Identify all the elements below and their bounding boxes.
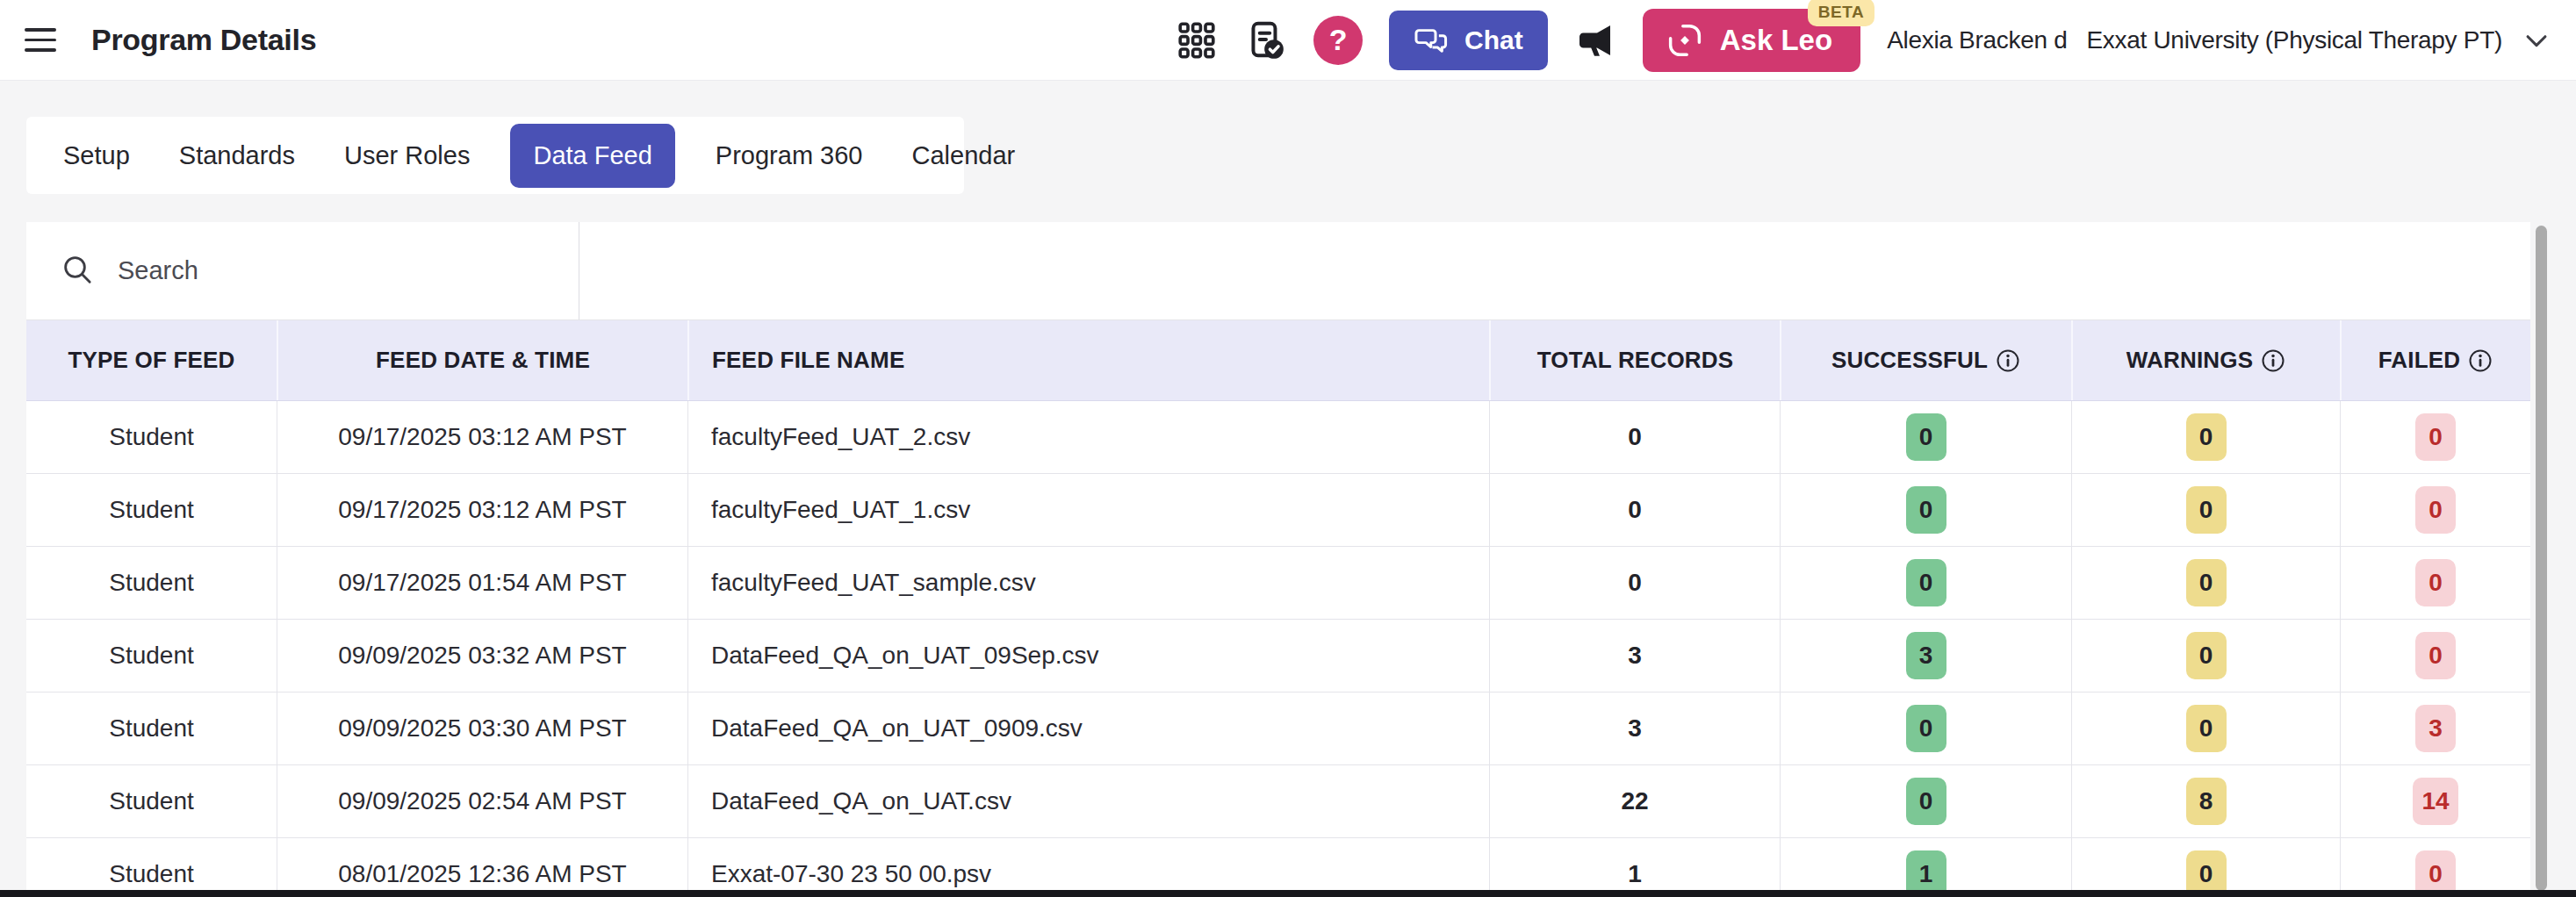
cell-feed-date-time: 09/17/2025 03:12 AM PST	[277, 401, 687, 473]
cell-feed-date-time: 09/09/2025 02:54 AM PST	[277, 765, 687, 837]
cell-feed-file-name: DataFeed_QA_on_UAT_09Sep.csv	[687, 620, 1489, 692]
cell-total-records: 3	[1489, 620, 1780, 692]
program-tabs: Setup Standards User Roles Data Feed Pro…	[26, 117, 964, 194]
cell-type-of-feed: Student	[26, 692, 277, 764]
failed-badge: 0	[2415, 559, 2456, 606]
app-header: Program Details ?	[0, 0, 2576, 81]
successful-badge: 0	[1906, 778, 1946, 825]
column-header-feed-file-name: FEED FILE NAME	[687, 320, 1489, 400]
cell-type-of-feed: Student	[26, 474, 277, 546]
cell-type-of-feed: Student	[26, 838, 277, 897]
warnings-badge: 0	[2186, 632, 2227, 679]
warnings-badge: 0	[2186, 413, 2227, 461]
tab-setup[interactable]: Setup	[54, 124, 139, 188]
help-glyph: ?	[1329, 23, 1348, 57]
cell-feed-file-name: facultyFeed_UAT_1.csv	[687, 474, 1489, 546]
column-header-failed: FAILED	[2340, 320, 2530, 400]
megaphone-icon[interactable]	[1574, 19, 1616, 61]
column-header-feed-date-time: FEED DATE & TIME	[277, 320, 687, 400]
ask-leo-button[interactable]: Ask Leo BETA	[1643, 9, 1860, 72]
cell-feed-file-name: DataFeed_QA_on_UAT.csv	[687, 765, 1489, 837]
tab-user-roles[interactable]: User Roles	[335, 124, 479, 188]
warnings-badge: 0	[2186, 705, 2227, 752]
cell-total-records: 1	[1489, 838, 1780, 897]
cell-feed-file-name: Exxat-07-30 23 50 00.psv	[687, 838, 1489, 897]
organization-name: Exxat University (Physical Therapy PT)	[2086, 26, 2502, 54]
help-icon[interactable]: ?	[1313, 16, 1363, 65]
cell-feed-file-name: facultyFeed_UAT_sample.csv	[687, 547, 1489, 619]
warnings-badge: 0	[2186, 559, 2227, 606]
data-feed-panel: TYPE OF FEED FEED DATE & TIME FEED FILE …	[26, 222, 2530, 897]
failed-badge: 0	[2415, 413, 2456, 461]
chat-button[interactable]: Chat	[1389, 11, 1548, 70]
user-name: Alexia Bracken d	[1887, 26, 2067, 54]
column-header-successful: SUCCESSFUL	[1780, 320, 2071, 400]
failed-badge: 0	[2415, 632, 2456, 679]
column-header-total-records: TOTAL RECORDS	[1489, 320, 1780, 400]
cell-feed-date-time: 09/09/2025 03:32 AM PST	[277, 620, 687, 692]
tab-program-360[interactable]: Program 360	[707, 124, 872, 188]
successful-badge: 3	[1906, 632, 1946, 679]
table-row: Student 09/09/2025 03:32 AM PST DataFeed…	[26, 620, 2530, 692]
cell-feed-file-name: facultyFeed_UAT_2.csv	[687, 401, 1489, 473]
cell-total-records: 3	[1489, 692, 1780, 764]
table-header-row: TYPE OF FEED FEED DATE & TIME FEED FILE …	[26, 320, 2530, 401]
failed-badge: 14	[2413, 778, 2457, 825]
table-toolbar	[26, 222, 2530, 320]
cell-total-records: 0	[1489, 474, 1780, 546]
tab-data-feed[interactable]: Data Feed	[510, 124, 674, 188]
cell-type-of-feed: Student	[26, 401, 277, 473]
search-box[interactable]	[26, 222, 579, 319]
tab-standards[interactable]: Standards	[170, 124, 304, 188]
cell-feed-date-time: 09/17/2025 01:54 AM PST	[277, 547, 687, 619]
warnings-badge: 0	[2186, 486, 2227, 534]
cell-total-records: 0	[1489, 401, 1780, 473]
cell-total-records: 0	[1489, 547, 1780, 619]
header-actions: ? Chat Ask Le	[1176, 9, 2551, 72]
ask-leo-label: Ask Leo	[1720, 24, 1832, 57]
failed-badge: 3	[2415, 705, 2456, 752]
chevron-down-icon[interactable]	[2522, 25, 2551, 55]
warnings-badge: 8	[2186, 778, 2227, 825]
info-icon[interactable]	[2260, 348, 2286, 374]
cell-total-records: 22	[1489, 765, 1780, 837]
cell-type-of-feed: Student	[26, 765, 277, 837]
leo-logo-icon	[1664, 19, 1706, 61]
successful-badge: 0	[1906, 705, 1946, 752]
page-title: Program Details	[91, 23, 316, 57]
chat-button-label: Chat	[1464, 25, 1523, 55]
column-header-type-of-feed: TYPE OF FEED	[26, 320, 277, 400]
document-check-icon[interactable]	[1243, 18, 1287, 62]
window-bottom-edge	[0, 890, 2576, 897]
beta-badge: BETA	[1808, 0, 1874, 26]
table-row: Student 09/09/2025 03:30 AM PST DataFeed…	[26, 692, 2530, 765]
table-row: Student 09/17/2025 03:12 AM PST facultyF…	[26, 401, 2530, 474]
search-icon	[60, 252, 95, 291]
info-icon[interactable]	[2467, 348, 2493, 374]
tab-calendar[interactable]: Calendar	[903, 124, 1025, 188]
cell-feed-date-time: 09/09/2025 03:30 AM PST	[277, 692, 687, 764]
successful-badge: 0	[1906, 486, 1946, 534]
table-row: Student 09/17/2025 01:54 AM PST facultyF…	[26, 547, 2530, 620]
column-header-warnings: WARNINGS	[2071, 320, 2340, 400]
successful-badge: 0	[1906, 413, 1946, 461]
table-row: Student 08/01/2025 12:36 AM PST Exxat-07…	[26, 838, 2530, 897]
cell-type-of-feed: Student	[26, 620, 277, 692]
table-row: Student 09/09/2025 02:54 AM PST DataFeed…	[26, 765, 2530, 838]
chat-bubbles-icon	[1414, 22, 1450, 59]
successful-badge: 0	[1906, 559, 1946, 606]
cell-feed-date-time: 09/17/2025 03:12 AM PST	[277, 474, 687, 546]
apps-grid-icon[interactable]	[1176, 20, 1217, 61]
vertical-scrollbar[interactable]	[2536, 226, 2547, 891]
search-input[interactable]	[118, 256, 486, 285]
cell-feed-date-time: 08/01/2025 12:36 AM PST	[277, 838, 687, 897]
info-icon[interactable]	[1995, 348, 2021, 374]
cell-feed-file-name: DataFeed_QA_on_UAT_0909.csv	[687, 692, 1489, 764]
table-row: Student 09/17/2025 03:12 AM PST facultyF…	[26, 474, 2530, 547]
failed-badge: 0	[2415, 486, 2456, 534]
menu-icon[interactable]	[25, 28, 58, 52]
account-switcher[interactable]: Alexia Bracken d Exxat University (Physi…	[1887, 25, 2551, 55]
cell-type-of-feed: Student	[26, 547, 277, 619]
